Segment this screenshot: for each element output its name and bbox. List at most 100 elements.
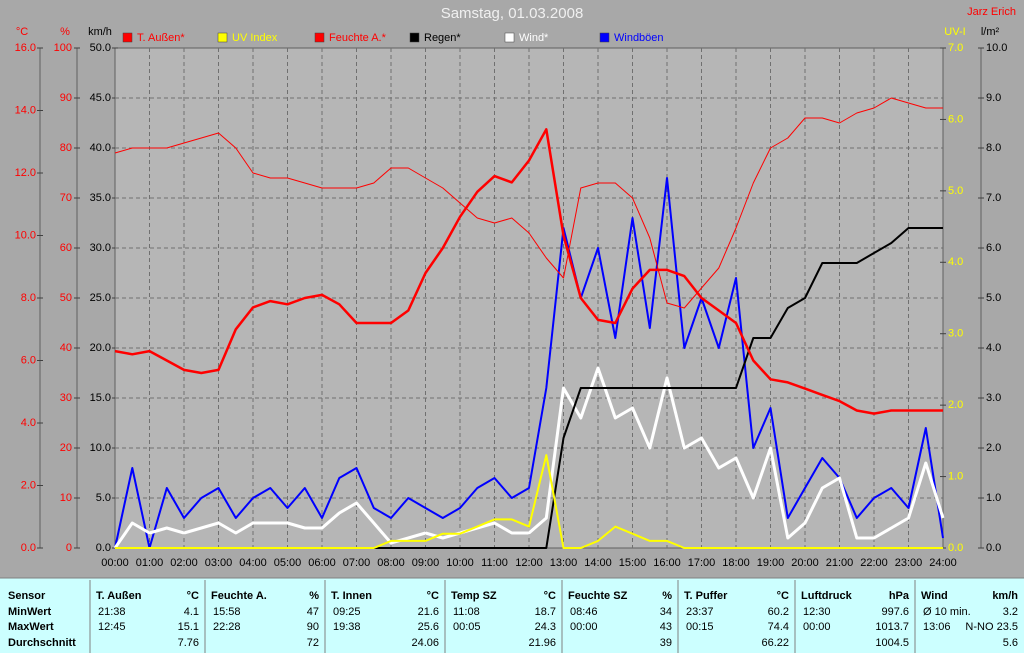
y-tick-label: 10 [60, 492, 72, 504]
cell-time: 22:28 [213, 621, 241, 633]
cell-time: 00:00 [570, 621, 598, 633]
cell-time: 12:45 [98, 621, 126, 633]
legend-label: Feuchte A.* [329, 32, 387, 44]
column-header: T. Innen [331, 590, 372, 602]
y-tick-label: 1.0 [986, 492, 1001, 504]
series-line [114, 97, 943, 309]
x-tick-label: 21:00 [826, 557, 854, 569]
y-tick-label: 5.0 [96, 492, 111, 504]
cell-value: 39 [660, 637, 672, 649]
y-tick-label: 10.0 [15, 229, 36, 241]
x-tick-label: 12:00 [515, 557, 543, 569]
cell-value: 90 [307, 621, 319, 633]
y-tick-label: 5.0 [986, 292, 1001, 304]
y-tick-label: 2.0 [986, 442, 1001, 454]
row-label: Sensor [8, 590, 46, 602]
column-unit: °C [544, 590, 556, 602]
y-tick-label: 0.0 [986, 542, 1001, 554]
series-line [113, 366, 945, 549]
legend-swatch [599, 32, 610, 43]
y-tick-label: 14.0 [15, 104, 36, 116]
chart-title: Samstag, 01.03.2008 [441, 5, 584, 22]
cell-time: 19:38 [333, 621, 361, 633]
cell-value: 7.76 [178, 637, 199, 649]
table-background [0, 578, 1024, 653]
column-unit: °C [777, 590, 789, 602]
column-unit: % [309, 590, 319, 602]
cell-value: 60.2 [768, 606, 789, 618]
cell-time: 21:38 [98, 606, 126, 618]
series-line [114, 128, 943, 415]
y-tick-label: 5.0 [948, 185, 963, 197]
column-unit: % [662, 590, 672, 602]
x-tick-label: 05:00 [274, 557, 302, 569]
cell-value: 72 [307, 637, 319, 649]
y-tick-label: 12.0 [15, 167, 36, 179]
x-tick-label: 04:00 [239, 557, 267, 569]
cell-value: 18.7 [535, 606, 556, 618]
x-tick-label: 13:00 [550, 557, 578, 569]
y-tick-label: 0 [66, 542, 72, 554]
legend-label: Wind* [519, 32, 549, 44]
y-tick-label: 16.0 [15, 42, 36, 54]
x-tick-label: 15:00 [619, 557, 647, 569]
legend-swatch [409, 32, 420, 43]
cell-value: 5.6 [1003, 637, 1018, 649]
cell-value: 25.6 [418, 621, 439, 633]
x-tick-label: 18:00 [722, 557, 750, 569]
y-tick-label: 80 [60, 142, 72, 154]
x-tick-label: 11:00 [481, 557, 508, 569]
cell-time: 08:46 [570, 606, 598, 618]
legend-label: Windböen [614, 32, 664, 44]
y-tick-label: 25.0 [90, 292, 111, 304]
column-header: Luftdruck [801, 590, 853, 602]
y-tick-label: 1.0 [948, 470, 963, 482]
column-unit: km/h [992, 590, 1018, 602]
y-tick-label: 4.0 [21, 417, 36, 429]
y-tick-label: 6.0 [21, 354, 36, 366]
y-tick-label: 90 [60, 92, 72, 104]
cell-value: 47 [307, 606, 319, 618]
cell-value: 4.1 [184, 606, 199, 618]
cell-time: 12:30 [803, 606, 831, 618]
cell-value: 66.22 [761, 637, 789, 649]
cell-value: 1013.7 [875, 621, 909, 633]
x-tick-label: 23:00 [895, 557, 923, 569]
y-tick-label: 2.0 [948, 399, 963, 411]
y-tick-label: 50.0 [90, 42, 111, 54]
x-tick-label: 14:00 [584, 557, 612, 569]
x-tick-label: 10:00 [446, 557, 474, 569]
y-tick-label: 4.0 [986, 342, 1001, 354]
y-tick-label: 7.0 [986, 192, 1001, 204]
column-header: T. Puffer [684, 590, 728, 602]
cell-value: 24.06 [411, 637, 439, 649]
column-header: Temp SZ [451, 590, 497, 602]
cell-time: 00:05 [453, 621, 481, 633]
row-label: MaxWert [8, 621, 54, 633]
series-line [115, 454, 943, 549]
x-tick-label: 17:00 [688, 557, 716, 569]
legend-swatch [314, 32, 325, 43]
y-tick-label: 10.0 [90, 442, 111, 454]
series-line [114, 177, 944, 549]
x-tick-label: 08:00 [377, 557, 405, 569]
y-tick-label: 15.0 [90, 392, 111, 404]
cell-time: 09:25 [333, 606, 361, 618]
x-tick-label: 09:00 [412, 557, 440, 569]
y-tick-label: 6.0 [948, 113, 963, 125]
x-tick-label: 02:00 [170, 557, 198, 569]
cell-value: 21.96 [528, 637, 556, 649]
y-tick-label: 35.0 [90, 192, 111, 204]
cell-value: 21.6 [418, 606, 439, 618]
y-tick-label: 8.0 [21, 292, 36, 304]
column-header: Feuchte SZ [568, 590, 628, 602]
y-tick-label: 0.0 [948, 542, 963, 554]
axis-title: l/m² [981, 26, 1000, 38]
row-label: MinWert [8, 606, 52, 618]
cell-time: 23:37 [686, 606, 714, 618]
cell-time: 00:00 [803, 621, 831, 633]
y-tick-label: 20 [60, 442, 72, 454]
cell-time: 13:06 [923, 621, 951, 633]
column-unit: °C [187, 590, 199, 602]
x-tick-label: 20:00 [791, 557, 819, 569]
